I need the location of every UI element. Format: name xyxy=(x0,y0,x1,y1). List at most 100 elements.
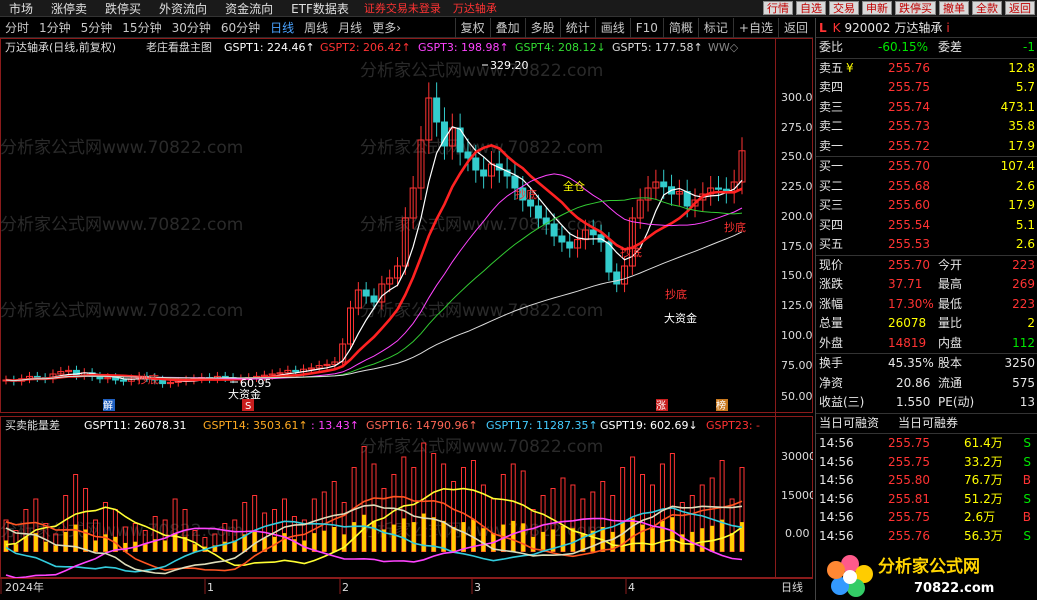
main-legend: 万达轴承(日线,前复权) 老庄看盘主图 GSPT1: 224.46↑ GSPT2… xyxy=(5,40,739,54)
sub-indicator-name[interactable]: 买卖能量差 xyxy=(5,418,60,432)
btn-quote[interactable]: 行情 xyxy=(763,1,793,15)
btn-full-payment[interactable]: 全款 xyxy=(972,1,1002,15)
tool-back[interactable]: 返回 xyxy=(777,18,813,38)
stat-value: 37.71 xyxy=(888,277,923,291)
ask-row[interactable]: 卖四 255.75 5.7 xyxy=(816,78,1037,98)
indicator-name[interactable]: 老庄看盘主图 xyxy=(146,40,212,54)
volume-bar-fill xyxy=(123,542,128,552)
candle-body xyxy=(456,127,464,153)
period-monthly[interactable]: 月线 xyxy=(338,21,363,35)
trade-volume: 61.4万 xyxy=(964,436,1003,450)
info-icon[interactable]: i xyxy=(946,20,950,35)
menu-market[interactable]: 市场 xyxy=(9,1,34,16)
candle-body xyxy=(715,187,723,190)
ask-price: 255.73 xyxy=(888,119,930,133)
tool-adjust[interactable]: 复权 xyxy=(454,18,490,38)
menu-capital-flow[interactable]: 资金流向 xyxy=(225,1,274,16)
ask-row[interactable]: 卖二 255.73 35.8 xyxy=(816,117,1037,137)
weibi-row: 委比 -60.15% 委差 -1 xyxy=(816,38,1037,58)
volume-bar-fill xyxy=(401,518,406,552)
stat-value: 269 xyxy=(1012,277,1035,291)
margin-securities[interactable]: 当日可融券 xyxy=(898,415,959,430)
candle-body xyxy=(417,139,425,189)
volume-bar-fill xyxy=(4,540,8,552)
weicha-label: 委差 xyxy=(938,40,963,54)
period-intraday[interactable]: 分时 xyxy=(5,21,30,35)
volume-bar-fill xyxy=(610,531,615,552)
kline-chart[interactable]: 分析家公式网www.70822.com 分析家公式网www.70822.com … xyxy=(0,38,813,600)
tool-f10[interactable]: F10 xyxy=(629,18,663,38)
bid-row[interactable]: 买五 255.53 2.6 xyxy=(816,235,1037,255)
tool-mark[interactable]: 标记 xyxy=(697,18,733,38)
bid-row[interactable]: 买一 255.70 107.4 xyxy=(816,157,1037,177)
ask-row[interactable]: 卖五 ¥ 255.76 12.8 xyxy=(816,59,1037,79)
volume-bar-fill xyxy=(650,528,655,552)
tool-statistics[interactable]: 统计 xyxy=(559,18,595,38)
tool-overlay[interactable]: 叠加 xyxy=(489,18,525,38)
tool-summary[interactable]: 简概 xyxy=(662,18,698,38)
candle-body xyxy=(425,97,433,141)
logo-url: 70822.com xyxy=(914,581,994,596)
stock-name: 万达轴承 xyxy=(894,21,943,35)
volume-bar-fill xyxy=(252,531,257,552)
candle-body xyxy=(534,205,542,219)
stat-label: 最高 xyxy=(938,277,963,291)
candle-body xyxy=(628,217,636,267)
sub-axis: 30000 15000 0.00 xyxy=(781,450,813,540)
signal-dazijin: 大资金 xyxy=(228,387,261,401)
stat-label: 外盘 xyxy=(819,335,844,350)
btn-cancel-order[interactable]: 撤单 xyxy=(939,1,969,15)
stat-value: 112 xyxy=(1012,335,1035,350)
menu-limit-up-sell[interactable]: 涨停卖 xyxy=(51,1,88,16)
candle-body xyxy=(644,187,652,201)
tool-add-watchlist[interactable]: +自选 xyxy=(732,18,778,38)
btn-ipo[interactable]: 申新 xyxy=(862,1,892,15)
btn-trade[interactable]: 交易 xyxy=(829,1,859,15)
period-daily[interactable]: 日线 xyxy=(270,21,295,35)
login-status[interactable]: 证券交易未登录 xyxy=(363,2,441,15)
ma-line-gspt1 xyxy=(5,126,743,383)
period-1min[interactable]: 1分钟 xyxy=(39,21,71,35)
volume-bar-fill xyxy=(411,522,416,552)
sub-tick: 30000 xyxy=(781,450,813,463)
volume-bar-fill xyxy=(312,533,317,552)
margin-financing[interactable]: 当日可融资 xyxy=(819,415,880,430)
menu-foreign-flow[interactable]: 外资流向 xyxy=(159,1,208,16)
volume-bar-fill xyxy=(183,536,188,552)
period-5min[interactable]: 5分钟 xyxy=(80,21,113,35)
period-weekly[interactable]: 周线 xyxy=(304,21,329,35)
stats-block: 现价 255.70 今开 223 涨跌 37.71 最高 269 涨幅 17.3… xyxy=(816,254,1037,354)
btn-limit-down-buy[interactable]: 跌停买 xyxy=(895,1,936,15)
ask-price: 255.75 xyxy=(888,80,930,94)
volume-bar-fill xyxy=(23,536,28,552)
period-60min[interactable]: 60分钟 xyxy=(220,21,261,35)
btn-watchlist[interactable]: 自选 xyxy=(796,1,826,15)
ask-row[interactable]: 卖三 255.74 473.1 xyxy=(816,98,1037,118)
candle-body xyxy=(613,271,621,285)
menu-etf-table[interactable]: ETF数据表 xyxy=(291,1,349,16)
bid-row[interactable]: 买三 255.60 17.9 xyxy=(816,196,1037,216)
bid-row[interactable]: 买二 255.68 2.6 xyxy=(816,177,1037,197)
volume-bar-fill xyxy=(590,530,595,552)
ask-row[interactable]: 卖一 255.72 17.9 xyxy=(816,137,1037,157)
period-15min[interactable]: 15分钟 xyxy=(122,21,162,35)
site-logo: 分析家公式网 70822.com xyxy=(816,548,1037,600)
period-more[interactable]: 更多› xyxy=(367,19,406,36)
candle-body xyxy=(527,199,535,207)
price-tick: 100.0 xyxy=(781,329,813,342)
tool-multi-stock[interactable]: 多股 xyxy=(524,18,560,38)
period-30min[interactable]: 30分钟 xyxy=(171,21,211,35)
btn-back-top[interactable]: 返回 xyxy=(1005,1,1035,15)
ma-line-gspt2 xyxy=(5,144,743,382)
bid-row[interactable]: 买四 255.54 5.1 xyxy=(816,216,1037,236)
menu-limit-down-buy[interactable]: 跌停买 xyxy=(105,1,142,16)
volume-bar-fill xyxy=(560,525,565,552)
tool-draw-line[interactable]: 画线 xyxy=(594,18,630,38)
ask-volume: 5.7 xyxy=(1015,80,1035,94)
volume-bar-fill xyxy=(13,544,18,552)
stat-row: 现价 255.70 今开 223 xyxy=(816,256,1037,276)
volume-bar-fill xyxy=(153,539,158,552)
price-tick: 175.0 xyxy=(781,240,813,253)
stat-value: 255.70 xyxy=(888,257,930,272)
kline-chart-area[interactable]: 分析家公式网www.70822.com 分析家公式网www.70822.com … xyxy=(0,38,813,600)
